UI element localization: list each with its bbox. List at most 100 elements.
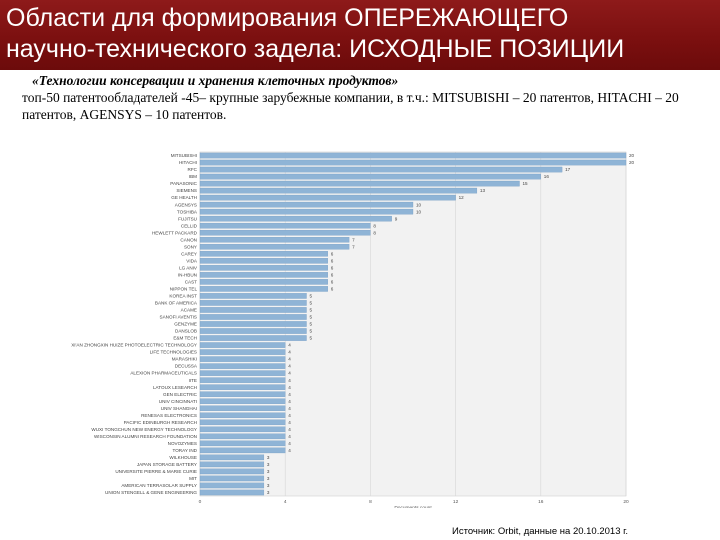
data-label: 4 (288, 441, 291, 446)
x-tick-label: 4 (284, 499, 287, 505)
x-tick-label: 12 (453, 499, 459, 505)
category-label: RENESAS ELECTRONICS (141, 413, 197, 418)
title-banner: Области для формирования ОПЕРЕЖАЮЩЕГО на… (0, 0, 720, 70)
category-label: SONY (184, 244, 197, 249)
category-label: LIFE TECHNOLOGIES (150, 350, 197, 355)
data-label: 5 (310, 308, 313, 313)
bar-chart-svg: 0 4 8 12 16 20 Documents count MITSUBISHI 20 HITA… (71, 151, 635, 508)
category-label: GEN ELECTRIC (163, 392, 198, 397)
category-label: DANSLOB (175, 329, 197, 334)
bar (199, 391, 286, 397)
data-label: 4 (288, 378, 291, 383)
x-tick-label: 0 (199, 499, 202, 505)
category-label: WISCONSIN ALUMNI RESEARCH FOUNDATION (94, 434, 197, 439)
bar (199, 166, 563, 173)
data-label: 5 (310, 329, 313, 334)
subtitle-body: топ-50 патентообладателей -45– крупные з… (22, 90, 679, 122)
category-label: IITE (189, 378, 197, 383)
bar (199, 419, 286, 426)
data-label: 4 (288, 448, 291, 453)
category-label: WUXI TONGCHUN NEW ENERGY TECHNOLOGY (91, 427, 197, 432)
bar (199, 258, 328, 264)
bar (199, 286, 328, 292)
bar (199, 328, 307, 334)
source-note: Источник: Orbit, данные на 20.10.2013 г. (452, 526, 629, 537)
x-axis-label: Documents count (394, 505, 432, 508)
data-label: 10 (416, 209, 422, 214)
bar (199, 244, 350, 250)
category-label: PANASONIC (170, 181, 197, 186)
title-line-1: Области для формирования ОПЕРЕЖАЮЩЕГО (6, 4, 569, 32)
bar (199, 377, 286, 383)
data-label: 20 (629, 153, 635, 158)
bar (199, 229, 371, 236)
category-label: AGENSYS (175, 202, 197, 207)
bar (199, 335, 307, 341)
bar (199, 405, 286, 411)
data-label: 6 (331, 272, 334, 277)
category-label: UNIV CINCINNATI (159, 399, 197, 404)
bar (199, 426, 286, 433)
data-label: 5 (310, 336, 313, 341)
category-label: AMERICAN TERRASOLAR SUPPLY (121, 483, 197, 488)
category-label: SANOFI AVENTIS (160, 315, 197, 320)
data-label: 8 (373, 230, 376, 235)
category-label: NOVOZYMES (168, 441, 197, 446)
data-label: 5 (310, 322, 313, 327)
title-line-2: научно-технического задела: ИСХОДНЫЕ ПОЗ… (6, 35, 625, 63)
category-label: E&M TECH (173, 336, 197, 341)
data-label: 4 (288, 392, 291, 397)
category-label: UNIVERSITE PIERRE & MARIE CURIE (115, 469, 197, 474)
category-label: PACIFIC EDINBURGH RESEARCH (124, 420, 197, 425)
data-label: 3 (267, 490, 270, 495)
bar (199, 370, 286, 376)
data-label: 4 (288, 357, 291, 362)
category-label: ACAME (181, 308, 197, 313)
subtitle-heading: «Технологии консервации и хранения клето… (32, 73, 399, 88)
bar (199, 454, 265, 461)
bar (199, 398, 286, 404)
data-label: 5 (310, 301, 313, 306)
category-label: TORAY IND (172, 448, 197, 453)
category-label: UNION STENGELL & GENE ENGINEERING (105, 490, 197, 495)
bar (199, 237, 350, 243)
bar (199, 222, 371, 229)
data-label: 13 (480, 188, 486, 193)
bar (199, 475, 265, 482)
bar (199, 363, 286, 369)
bar (199, 321, 307, 327)
category-label: LG ANIV (179, 265, 198, 270)
data-label: 3 (267, 483, 270, 488)
data-label: 7 (352, 237, 355, 242)
bar (199, 159, 627, 166)
bar (199, 384, 286, 390)
data-label: 4 (288, 413, 291, 418)
data-label: 4 (288, 399, 291, 404)
bar (199, 208, 414, 215)
data-label: 12 (459, 195, 465, 200)
category-label: BANK OF AMERICA (155, 301, 198, 306)
bar (199, 173, 541, 180)
data-label: 3 (267, 476, 270, 481)
patent-holders-chart: 0 4 8 12 16 20 Documents count MITSUBISHI 20 HITA… (40, 148, 640, 508)
data-label: 10 (416, 202, 422, 207)
data-label: 6 (331, 258, 334, 263)
data-label: 9 (395, 216, 398, 221)
bar (199, 293, 307, 299)
category-label: CANON (180, 237, 197, 242)
category-label: CELLID (181, 223, 198, 228)
bar (199, 265, 328, 271)
data-label: 4 (288, 427, 291, 432)
category-label: HEWLETT PACKARD (152, 230, 198, 235)
bar (199, 489, 265, 496)
category-label: UNIV SHANGHAI (161, 406, 197, 411)
bar (199, 272, 328, 278)
bar (199, 215, 392, 222)
bar (199, 482, 265, 489)
bar (199, 152, 627, 159)
data-label: 4 (288, 371, 291, 376)
bar (199, 440, 286, 447)
data-label: 3 (267, 469, 270, 474)
category-label: IBM (189, 174, 197, 179)
category-label: CAST (185, 279, 197, 284)
